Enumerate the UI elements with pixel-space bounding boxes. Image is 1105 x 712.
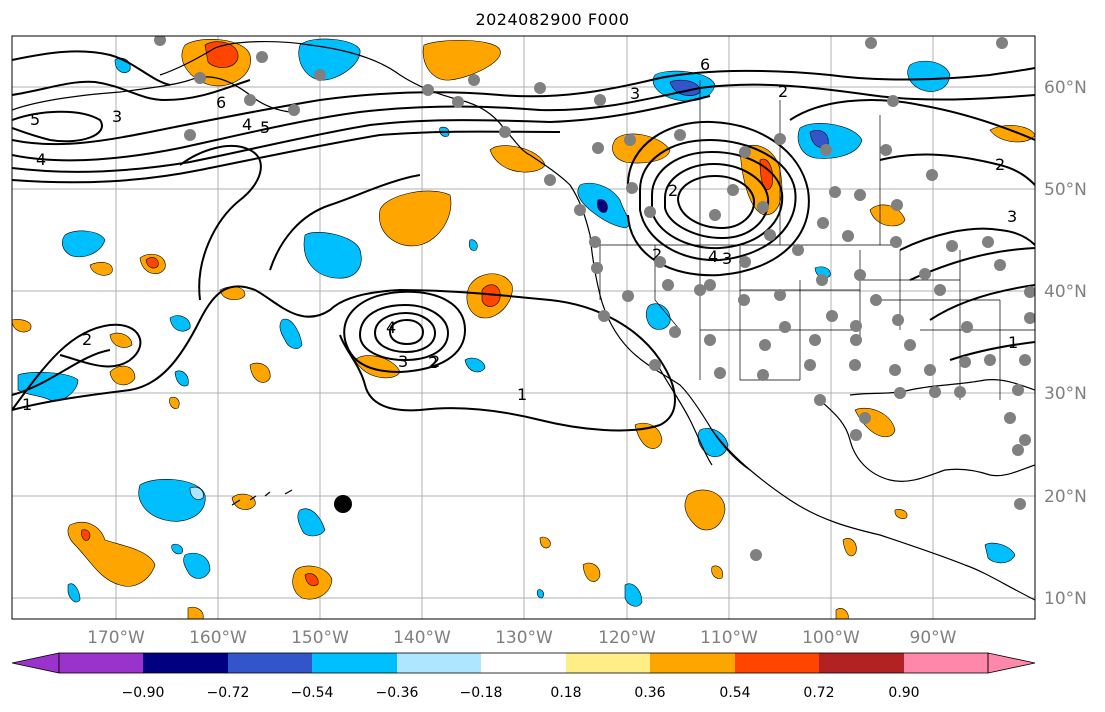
contour-label: 1 <box>517 385 527 404</box>
lon-label: 110°W <box>700 628 758 648</box>
colorbar-tick-label: −0.54 <box>291 685 334 701</box>
contour-label: 2 <box>428 353 438 372</box>
contour-label: 6 <box>216 93 226 112</box>
contour-label: 1 <box>1008 333 1018 352</box>
colorbar-tick-label: −0.36 <box>376 685 419 701</box>
colorbar-outline <box>58 652 989 674</box>
lat-label: 40°N <box>1044 282 1087 302</box>
colorbar-tick-label: 0.18 <box>550 685 581 701</box>
map-title: 2024082900 F000 <box>475 10 630 29</box>
lon-label: 170°W <box>87 628 145 648</box>
lon-label: 140°W <box>393 628 451 648</box>
contour-label: 2 <box>995 155 1005 174</box>
colorbar-bin <box>566 653 650 673</box>
lat-label: 10°N <box>1044 589 1087 609</box>
colorbar-bin <box>312 653 397 673</box>
contour-label: 3 <box>630 84 640 103</box>
contour-label: 6 <box>700 55 710 74</box>
contour-label: 3 <box>1007 207 1017 226</box>
colorbar-bin <box>143 653 228 673</box>
colorbar-tick-labels: −0.90 −0.72 −0.54 −0.36 −0.18 0.18 0.36 … <box>122 685 920 701</box>
colorbar-bin <box>481 653 566 673</box>
colorbar-extend-high <box>987 652 1036 674</box>
contour-label: 3 <box>722 249 732 268</box>
lon-label: 150°W <box>291 628 349 648</box>
colorbar-bin <box>59 653 143 673</box>
colorbar-bin <box>397 653 481 673</box>
contour-label: 3 <box>398 352 408 371</box>
colorbar-tick-label: 0.54 <box>719 685 750 701</box>
lon-label: 90°W <box>910 628 957 648</box>
latitude-labels: 60°N 50°N 40°N 30°N 20°N 10°N <box>1044 78 1087 609</box>
contour-lines <box>12 50 1035 432</box>
contour-label: 4 <box>242 115 252 134</box>
lon-label: 160°W <box>189 628 247 648</box>
contour-label: 2 <box>652 245 662 264</box>
location-marker <box>334 495 352 513</box>
lon-label: 130°W <box>495 628 553 648</box>
colorbar-bin <box>735 653 819 673</box>
colorbar-bin <box>904 653 988 673</box>
contour-label: 1 <box>22 395 32 414</box>
contour-label: 4 <box>36 150 46 169</box>
contour-label: 5 <box>260 118 270 137</box>
colorbar-bin <box>228 653 312 673</box>
contour-label-group: 5 4 3 6 4 2 2 6 5 3 2 2 2 4 3 2 1 3 1 4 … <box>22 55 1018 414</box>
colorbar-tick-label: 0.72 <box>803 685 834 701</box>
contour-label: 2 <box>430 352 440 371</box>
colorbar-bin <box>819 653 904 673</box>
colorbar-tick-label: −0.90 <box>122 685 165 701</box>
lon-label: 120°W <box>598 628 656 648</box>
contour-label: 2 <box>668 181 678 200</box>
lon-label: 100°W <box>802 628 860 648</box>
colorbar-tick-label: −0.72 <box>207 685 250 701</box>
contour-label: 3 <box>112 107 122 126</box>
contour-label: 4 <box>386 318 396 337</box>
lat-label: 20°N <box>1044 487 1087 507</box>
lat-label: 60°N <box>1044 78 1087 98</box>
colorbar-tick-label: −0.18 <box>460 685 503 701</box>
station-dots <box>154 36 1035 561</box>
colorbar-extend-low <box>11 652 60 674</box>
contour-label: 4 <box>708 247 718 266</box>
colorbar <box>11 652 1036 674</box>
contour-label: 5 <box>30 110 40 129</box>
longitude-labels: 170°W 160°W 150°W 140°W 130°W 120°W 110°… <box>87 628 957 648</box>
lat-label: 30°N <box>1044 384 1087 404</box>
contour-label: 2 <box>82 330 92 349</box>
colorbar-tick-label: 0.36 <box>634 685 665 701</box>
map-frame <box>11 35 1036 620</box>
colorbar-bin <box>650 653 735 673</box>
colorbar-tick-label: 0.90 <box>888 685 919 701</box>
contour-label: 2 <box>778 82 788 101</box>
lat-label: 50°N <box>1044 180 1087 200</box>
